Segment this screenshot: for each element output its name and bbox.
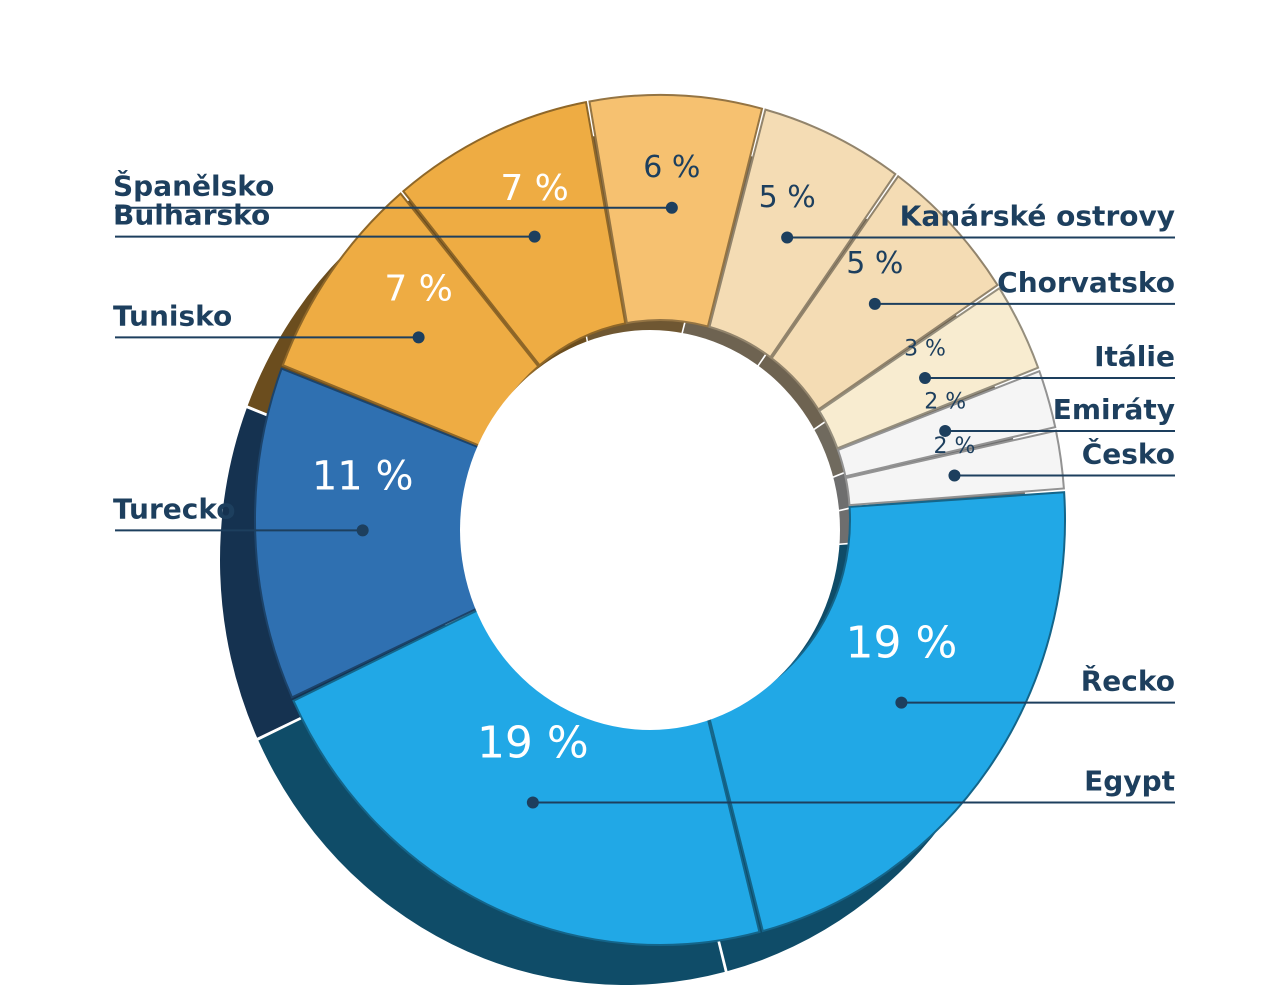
value-label-cesko: 2 % — [934, 434, 976, 459]
leader-dot-recko — [895, 696, 908, 709]
country-label-spanelsko: Španělsko — [113, 169, 274, 203]
value-label-egypt: 19 % — [477, 718, 589, 769]
leader-dot-egypt — [526, 796, 539, 809]
country-label-turecko: Turecko — [113, 492, 235, 525]
country-label-recko: Řecko — [1081, 664, 1175, 698]
slice-recko — [707, 491, 1066, 933]
value-label-chorvatsko: 5 % — [846, 246, 903, 281]
value-label-turecko: 11 % — [312, 453, 414, 499]
country-label-cesko: Česko — [1082, 437, 1175, 471]
slice-kanarske-ostrovy — [708, 108, 897, 359]
slice-emiraty — [836, 369, 1057, 478]
slice-bulharsko — [401, 100, 627, 367]
country-label-bulharsko: Bulharsko — [113, 199, 270, 232]
leader-dot-turecko — [356, 524, 369, 537]
country-label-chorvatsko: Chorvatsko — [997, 266, 1175, 299]
country-label-egypt: Egypt — [1084, 765, 1175, 798]
donut-top-layer — [254, 94, 1066, 946]
country-label-emiraty: Emiráty — [1053, 393, 1175, 426]
country-label-italie: Itálie — [1094, 340, 1175, 373]
leader-dot-chorvatsko — [868, 297, 881, 310]
labels-layer: Řecko 19 % Egypt 19 % Turecko 11 % Tunisko 7 % B… — [113, 150, 1175, 797]
country-label-tunisko: Tunisko — [113, 299, 232, 332]
slice-chorvatsko — [770, 174, 999, 411]
value-label-kanarske-ostrovy: 5 % — [759, 180, 816, 215]
value-label-tunisko: 7 % — [384, 269, 453, 310]
leader-dot-kanarske-ostrovy — [781, 231, 794, 244]
leader-dot-tunisko — [412, 331, 425, 344]
value-label-emiraty: 2 % — [924, 389, 966, 414]
slice-italie — [817, 286, 1040, 450]
value-label-spanelsko: 6 % — [643, 150, 700, 185]
country-label-kanarske-ostrovy: Kanárské ostrovy — [900, 199, 1175, 232]
donut-inner-wall-layer — [460, 330, 840, 730]
value-label-recko: 19 % — [845, 618, 957, 669]
leader-dot-bulharsko — [528, 230, 541, 243]
value-label-italie: 3 % — [904, 337, 946, 362]
leader-dot-emiraty — [939, 424, 952, 437]
leader-lines-layer — [115, 201, 1175, 809]
leader-dot-spanelsko — [665, 201, 678, 214]
value-label-bulharsko: 7 % — [500, 168, 569, 209]
donut-hole — [460, 330, 840, 730]
leader-dot-italie — [919, 372, 932, 385]
slice-cesko — [844, 429, 1065, 507]
leader-dot-cesko — [948, 469, 961, 482]
